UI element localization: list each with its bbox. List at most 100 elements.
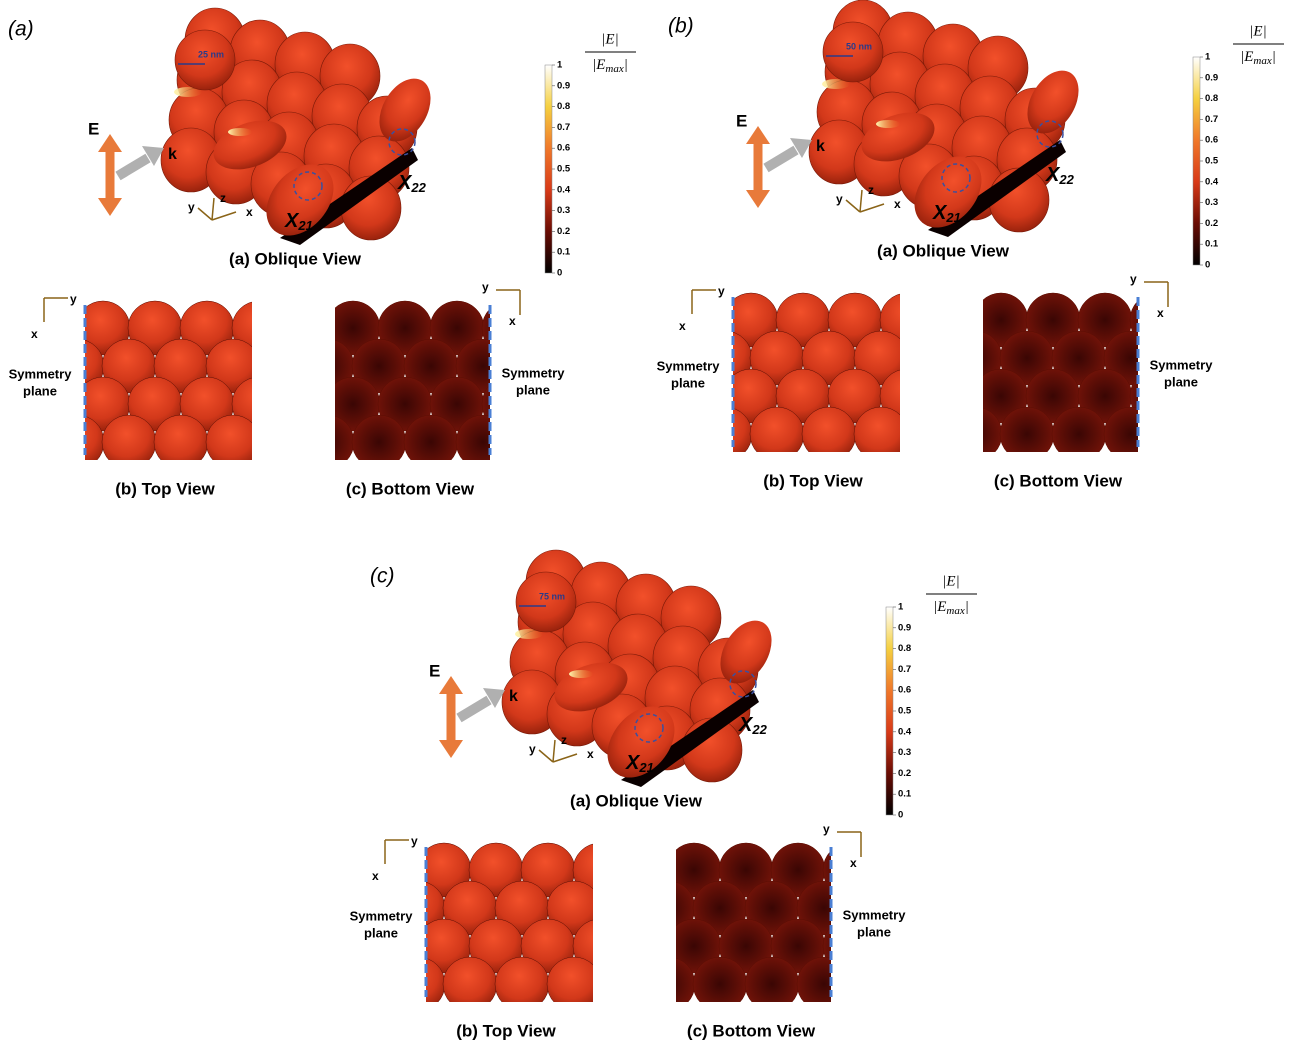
sphere (1051, 406, 1107, 452)
plane-label: plane (857, 924, 891, 939)
caption: (b) Top View (115, 479, 215, 498)
colorbar-tick-label: 0.3 (557, 205, 570, 216)
colorbar-tick-label: 0.4 (898, 726, 912, 737)
sphere (1103, 406, 1138, 452)
colorbar-tick-label: 0.9 (557, 80, 570, 91)
site-label: X22 (738, 714, 768, 737)
colorbar-tick-label: 0 (898, 810, 903, 821)
sphere (999, 406, 1055, 452)
axis-label: x (31, 327, 38, 341)
k-arrow (115, 153, 151, 181)
k-label: k (509, 688, 518, 705)
site-label-sub: 22 (410, 180, 426, 195)
e-label: E (736, 111, 747, 130)
hotspot (822, 79, 850, 89)
colorbar-tick-label: 0.4 (557, 184, 571, 195)
plane-label: Symmetry (657, 358, 721, 373)
colorbar-tick-label: 0.9 (1205, 72, 1218, 83)
colorbar-tick-label: 0.6 (898, 685, 911, 696)
axis-label: y (70, 292, 77, 306)
axis-label: y (718, 284, 725, 298)
colorbar-tick-label: 0 (557, 268, 562, 279)
caption: (a) Oblique View (877, 241, 1010, 260)
e-label: E (88, 119, 99, 138)
colorbar-tick-label: 0.1 (898, 789, 912, 800)
colorbar-tick-label: 1 (557, 60, 563, 71)
colorbar-tick-label: 0.3 (1205, 197, 1218, 208)
sphere (481, 308, 490, 348)
sphere (615, 843, 669, 897)
colorbar-tick-label: 0.2 (898, 768, 911, 779)
hotspot (515, 629, 543, 639)
sphere (274, 377, 328, 431)
sphere (906, 407, 960, 461)
sphere (676, 957, 696, 1002)
site-label-base: X (397, 172, 413, 194)
panel-label: (b) (668, 15, 694, 38)
axis-label: x (246, 205, 253, 219)
colorbar-tick-label: 0.6 (557, 143, 570, 154)
den-end: | (624, 57, 628, 73)
site-label-sub: 21 (638, 760, 653, 775)
axis-label: z (220, 191, 226, 205)
view (85, 300, 252, 460)
den-end: | (1272, 49, 1276, 65)
plane-label: plane (516, 382, 550, 397)
site-label-sub: 21 (945, 210, 960, 225)
plane-label: Symmetry (1150, 357, 1214, 372)
plane-label: Symmetry (9, 366, 73, 381)
sphere (546, 956, 593, 1002)
site-label-base: X (625, 752, 641, 774)
den-sub: max (1253, 55, 1271, 67)
view (615, 842, 831, 1002)
axis-label: x (509, 314, 516, 328)
hotspot (228, 128, 252, 136)
sphere (1156, 407, 1210, 461)
axis-label: x (587, 747, 594, 761)
plane-label: plane (364, 925, 398, 940)
caption: (c) Bottom View (346, 479, 475, 498)
axis (211, 211, 237, 221)
panel-label: (c) (370, 565, 395, 588)
scale-circle (822, 21, 884, 83)
sphere (1027, 70, 1079, 134)
site-label: X21 (932, 202, 961, 225)
colorbar-tick-label: 1 (1205, 52, 1211, 63)
axis-label: x (850, 856, 857, 870)
caption: (a) Oblique View (229, 249, 362, 268)
hotspot (174, 87, 202, 97)
scale-circle (174, 29, 236, 91)
colorbar-tick-label: 0.2 (557, 226, 570, 237)
den-base: |E (933, 599, 946, 615)
sphere (922, 293, 976, 347)
sphere (494, 956, 550, 1002)
sphere (906, 331, 960, 385)
sphere (351, 414, 407, 460)
colorbar-title-numerator: |E| (942, 573, 959, 589)
sphere (508, 415, 562, 469)
site-label: X21 (284, 210, 313, 233)
k-arrow (763, 145, 799, 173)
sphere (205, 414, 252, 460)
sphere (744, 956, 800, 1002)
colorbar-tick-label: 0.7 (898, 664, 911, 675)
colorbar-title-denominator: |Emax| (592, 57, 628, 74)
k-arrowhead (790, 138, 812, 158)
axis-label: x (679, 319, 686, 333)
colorbar-title-denominator: |Emax| (933, 599, 969, 616)
plane-label: Symmetry (843, 907, 907, 922)
site-label-sub: 22 (1058, 172, 1074, 187)
panel-label: (a) (8, 18, 34, 41)
axis (211, 197, 215, 221)
k-arrow (456, 695, 492, 723)
axis-label: x (894, 197, 901, 211)
scale-circle (515, 571, 577, 633)
site-label: X21 (625, 752, 654, 775)
scale-label: 50 nm (846, 41, 872, 51)
axis (859, 189, 863, 213)
